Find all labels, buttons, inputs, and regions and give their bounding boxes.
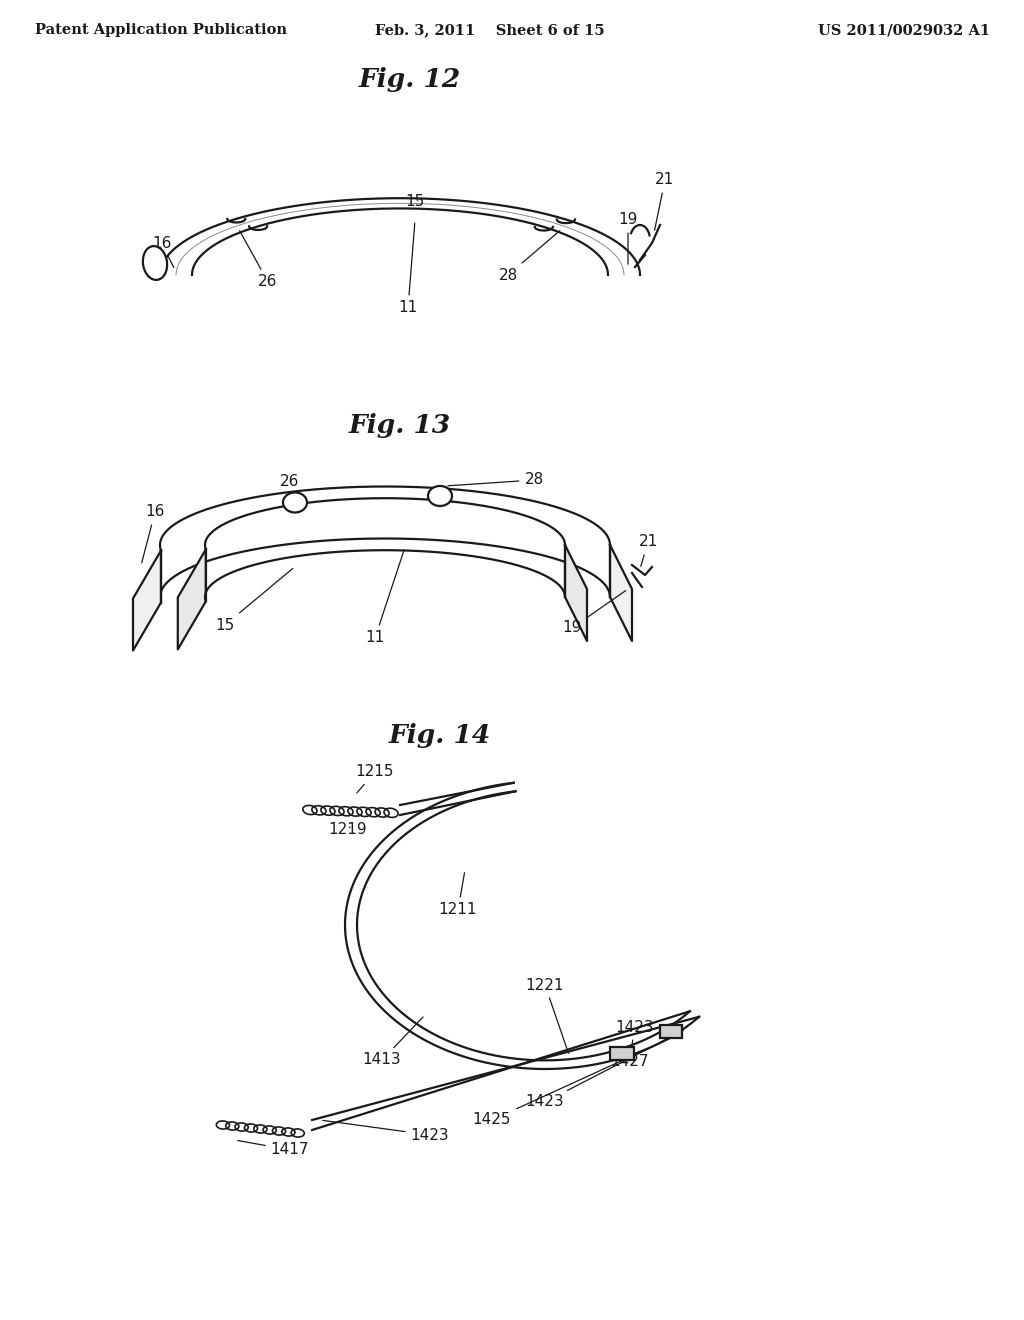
Text: 15: 15 [406, 194, 425, 210]
Text: 1425: 1425 [473, 1039, 670, 1127]
Text: 1417: 1417 [238, 1140, 309, 1158]
Polygon shape [565, 545, 587, 642]
Text: Feb. 3, 2011    Sheet 6 of 15: Feb. 3, 2011 Sheet 6 of 15 [375, 22, 605, 37]
Polygon shape [133, 550, 161, 651]
Ellipse shape [143, 246, 167, 280]
Text: Fig. 14: Fig. 14 [389, 722, 492, 747]
Text: 1221: 1221 [525, 978, 568, 1053]
Text: 16: 16 [141, 504, 165, 562]
Text: 11: 11 [366, 550, 404, 645]
Text: 26: 26 [281, 474, 300, 492]
Text: 1215: 1215 [355, 764, 394, 793]
Text: US 2011/0029032 A1: US 2011/0029032 A1 [818, 22, 990, 37]
Text: 1413: 1413 [362, 1016, 423, 1068]
Text: 16: 16 [153, 236, 174, 268]
Text: 1211: 1211 [438, 873, 477, 917]
Text: 28: 28 [499, 231, 560, 282]
Text: 1423: 1423 [615, 1019, 654, 1048]
Text: 1427: 1427 [610, 1055, 649, 1069]
Text: 15: 15 [215, 569, 293, 632]
Polygon shape [178, 549, 206, 649]
Text: 28: 28 [447, 473, 544, 487]
Text: 21: 21 [638, 535, 657, 566]
Ellipse shape [283, 492, 307, 512]
Text: 19: 19 [618, 213, 638, 264]
Text: 1423: 1423 [525, 1031, 683, 1110]
Text: Fig. 13: Fig. 13 [349, 412, 452, 437]
Text: 21: 21 [654, 173, 675, 230]
Text: 19: 19 [562, 590, 626, 635]
FancyBboxPatch shape [610, 1047, 634, 1060]
Text: 11: 11 [398, 223, 418, 315]
FancyBboxPatch shape [659, 1026, 682, 1039]
Polygon shape [610, 545, 632, 642]
Ellipse shape [428, 486, 452, 506]
Text: 1423: 1423 [323, 1121, 450, 1143]
Text: Patent Application Publication: Patent Application Publication [35, 22, 287, 37]
Text: 1219: 1219 [329, 822, 368, 837]
Text: 26: 26 [240, 231, 278, 289]
Text: Fig. 12: Fig. 12 [358, 67, 461, 92]
